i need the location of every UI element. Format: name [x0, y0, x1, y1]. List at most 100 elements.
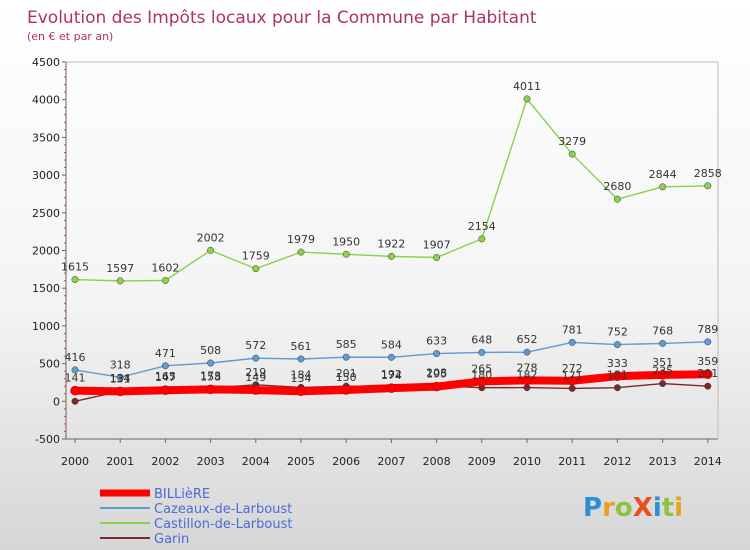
data-label: 141: [65, 372, 86, 385]
y-tick-label: -500: [35, 433, 60, 446]
data-label: 195: [426, 368, 447, 381]
data-point: [613, 341, 621, 349]
data-point: [613, 195, 621, 203]
y-tick-label: 4000: [32, 94, 60, 107]
data-point: [478, 235, 486, 243]
data-point: [207, 246, 215, 254]
data-label: 652: [517, 333, 538, 346]
data-point: [71, 276, 79, 283]
data-label: 192: [381, 368, 402, 381]
data-label: 2858: [694, 167, 722, 180]
chart-subtitle: (en € et par an): [27, 30, 113, 43]
data-point: [387, 252, 395, 260]
axes: -500 0 500 1000 1500 2000 2500 3000 3500 4000 4500…: [32, 56, 722, 468]
data-label: 134: [291, 372, 312, 385]
data-label: 1922: [377, 237, 405, 250]
data-point: [160, 385, 171, 395]
data-label: 752: [607, 326, 628, 339]
data-label: 561: [291, 340, 312, 353]
data-point: [252, 354, 260, 362]
data-label: 201: [697, 367, 718, 380]
data-label: 1759: [242, 250, 270, 263]
data-point: [523, 95, 531, 103]
logo-text: ProXiti: [583, 493, 683, 523]
x-tick-label: 2010: [513, 455, 541, 468]
data-label: 333: [607, 357, 628, 370]
legend-item-3: Garin: [100, 532, 189, 547]
data-point: [342, 353, 350, 361]
legend-item-0: BILLièRE: [100, 487, 210, 502]
y-tick-label: 500: [39, 358, 60, 371]
data-point: [116, 373, 124, 381]
legend-label: BILLièRE: [154, 487, 210, 502]
data-label: 219: [245, 366, 266, 379]
data-point: [523, 384, 531, 392]
data-point: [659, 380, 667, 388]
y-tick-label: 0: [53, 395, 60, 408]
series-layer: [70, 95, 713, 405]
data-point: [71, 366, 79, 374]
data-point: [70, 385, 80, 396]
data-label: 633: [426, 335, 447, 348]
x-tick-label: 2005: [287, 455, 315, 468]
data-label: 134: [110, 372, 131, 385]
x-tick-label: 2011: [558, 455, 586, 468]
data-point: [478, 348, 486, 356]
proxiti-logo: ProXiti: [583, 493, 683, 523]
data-point: [433, 254, 441, 261]
data-point: [568, 338, 576, 346]
data-point: [205, 384, 216, 395]
chart-title: Evolution des Impôts locaux pour la Comm…: [27, 8, 537, 28]
data-point: [296, 386, 306, 396]
data-label: 1615: [61, 261, 89, 274]
x-tick-label: 2004: [242, 455, 270, 468]
data-point: [387, 353, 395, 361]
data-label: 584: [381, 338, 402, 351]
legend-item-1: Cazeaux-de-Larboust: [100, 502, 292, 517]
data-label: 182: [517, 369, 538, 382]
data-label: 150: [336, 371, 357, 384]
legend: BILLièRECazeaux-de-LarboustCastillon-de-…: [100, 487, 292, 547]
data-label: 272: [562, 362, 583, 375]
data-label: 1602: [151, 262, 179, 275]
data-point: [115, 386, 125, 397]
x-tick-label: 2002: [151, 455, 179, 468]
x-tick-label: 2003: [197, 455, 225, 468]
data-label: 165: [155, 370, 176, 383]
data-label: 359: [697, 355, 718, 368]
x-tick-label: 2012: [603, 455, 631, 468]
data-label: 1979: [287, 233, 315, 246]
data-label: 184: [291, 368, 312, 381]
data-point: [207, 359, 215, 367]
data-point: [523, 348, 531, 356]
data-point: [341, 385, 351, 395]
data-label: 131: [110, 372, 131, 385]
data-label: 149: [245, 371, 266, 384]
data-point: [342, 250, 350, 258]
data-label: 2002: [197, 231, 225, 244]
data-point: [568, 150, 576, 158]
data-point: [704, 338, 712, 346]
x-tick-label: 2007: [377, 455, 405, 468]
data-point: [477, 376, 487, 387]
y-tick-label: 3000: [32, 169, 60, 182]
series-1: [71, 338, 712, 381]
data-label: 147: [155, 371, 176, 384]
data-point: [659, 339, 667, 347]
data-point: [433, 350, 441, 358]
data-label: 201: [336, 367, 357, 380]
data-label: 318: [110, 358, 131, 371]
data-point: [704, 182, 712, 190]
legend-label: Garin: [154, 532, 189, 547]
data-label: 3279: [558, 135, 586, 148]
data-label: 174: [381, 369, 402, 382]
data-label: 2844: [649, 168, 677, 181]
data-point: [613, 384, 621, 392]
data-label: 173: [200, 369, 221, 382]
data-label: 768: [652, 324, 673, 337]
x-tick-label: 2006: [332, 455, 360, 468]
x-tick-label: 2000: [61, 455, 89, 468]
data-label: 781: [562, 323, 583, 336]
